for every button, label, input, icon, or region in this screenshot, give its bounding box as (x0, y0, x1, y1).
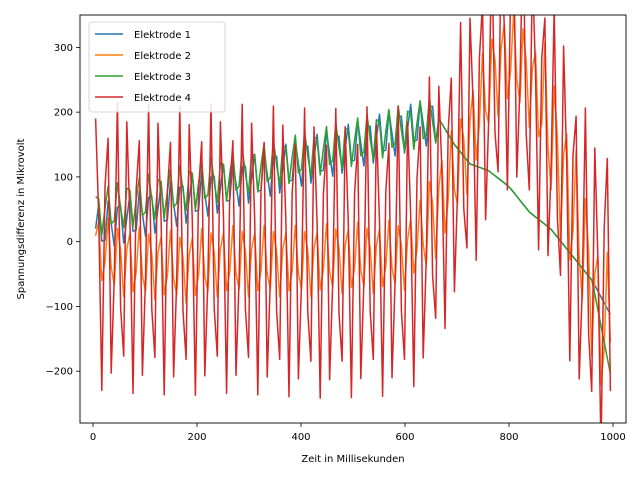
y-tick-label: 200 (54, 108, 73, 119)
legend-label: Elektrode 2 (134, 51, 191, 62)
series-line-4 (94, 15, 612, 423)
legend-label: Elektrode 1 (134, 30, 191, 41)
plot-frame (79, 14, 627, 424)
x-tick-label: 0 (90, 432, 96, 443)
x-tick-label: 800 (499, 432, 518, 443)
legend-label: Elektrode 3 (134, 72, 191, 83)
y-axis: −200 −100 0 100 200 300 (46, 43, 80, 378)
x-tick-label: 1000 (600, 432, 625, 443)
y-tick-label: −200 (46, 367, 73, 378)
x-tick-label: 600 (395, 432, 414, 443)
y-axis-label: Spannungsdifferenz in Mikrovolt (16, 138, 27, 299)
legend: Elektrode 1 Elektrode 2 Elektrode 3 Elektro… (88, 21, 226, 113)
x-tick-label: 200 (187, 432, 206, 443)
y-tick-label: −100 (46, 302, 73, 313)
y-tick-label: 300 (54, 43, 73, 54)
y-tick-label: 0 (67, 237, 73, 248)
x-axis-label: Zeit in Millisekunden (301, 454, 404, 465)
legend-frame (88, 21, 226, 113)
legend-label: Elektrode 4 (134, 93, 191, 104)
x-tick-label: 400 (291, 432, 310, 443)
plot-lines (94, 15, 612, 423)
y-tick-label: 100 (54, 172, 73, 183)
x-axis: 0 200 400 600 800 1000 (90, 423, 626, 443)
